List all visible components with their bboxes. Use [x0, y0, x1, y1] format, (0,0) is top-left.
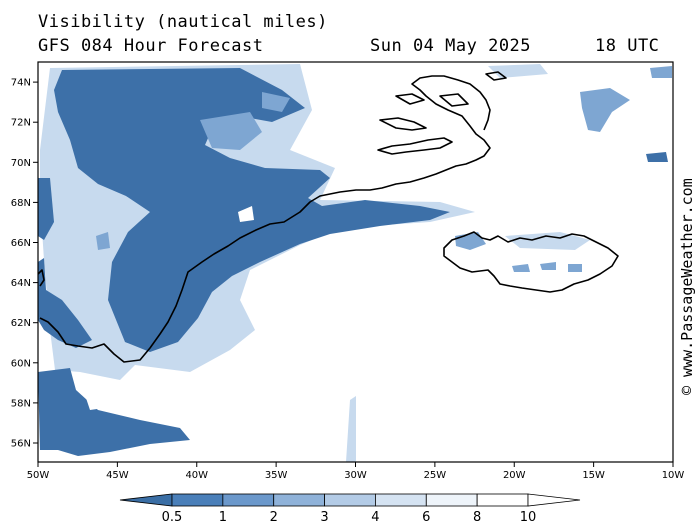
colorbar-label: 2 [270, 510, 278, 525]
colorbar-low-cap [119, 493, 173, 507]
fog-south-band [38, 368, 190, 456]
lat-tick-label: 60N [11, 358, 31, 369]
fog-iceland-south [540, 262, 556, 270]
colorbar-segment [476, 493, 529, 507]
greenland-fjord-2 [379, 117, 427, 131]
lon-tick-label: 30W [344, 470, 367, 481]
lon-tick-label: 10W [662, 470, 685, 481]
coastlines [38, 71, 619, 363]
lat-tick-label: 56N [11, 439, 31, 450]
colorbar-segment [273, 493, 325, 507]
forecast-date: Sun 04 May 2025 [370, 36, 532, 56]
visibility-colorbar: 0.5 1 2 3 4 6 8 10 [119, 493, 581, 525]
fog-iceland-north [505, 232, 590, 250]
fog-northeast-corner [650, 66, 672, 78]
colorbar-label: 6 [422, 510, 430, 525]
lat-tick-label: 58N [11, 398, 31, 409]
fog-northeast-small [646, 152, 668, 162]
lon-tick-label: 35W [265, 470, 288, 481]
forecast-time: 18 UTC [595, 36, 660, 56]
longitude-axis: 50W 45W 40W 35W 30W 25W 20W 15W 10W [27, 462, 685, 481]
fog-patch-light [262, 92, 290, 112]
lat-tick-label: 66N [11, 238, 31, 249]
greenland-coastline [39, 75, 491, 363]
lat-tick-label: 62N [11, 318, 31, 329]
fog-patch-light [200, 112, 262, 150]
lat-tick-label: 74N [11, 78, 31, 89]
colorbar-label: 10 [520, 510, 537, 525]
fog-west-strip [38, 178, 54, 240]
colorbar-label: 8 [473, 510, 481, 525]
colorbar-label: 1 [219, 510, 227, 525]
lon-tick-label: 40W [185, 470, 208, 481]
greenland-fjord-4 [439, 93, 469, 107]
lat-tick-label: 70N [11, 158, 31, 169]
latitude-axis: 56N 58N 60N 62N 64N 66N 68N 70N 72N 74N [11, 78, 38, 450]
iceland-coastline [443, 231, 619, 293]
haze-filament [346, 396, 356, 462]
colorbar-segment [171, 493, 224, 507]
colorbar-label: 0.5 [162, 510, 183, 525]
map-title: Visibility (nautical miles) [38, 12, 328, 32]
fog-south-clear [86, 396, 104, 410]
visibility-field [38, 64, 672, 462]
fog-iceland-south [568, 264, 582, 272]
colorbar-label: 3 [320, 510, 328, 525]
fog-west-patch [96, 232, 110, 250]
lon-tick-label: 50W [27, 470, 50, 481]
colorbar-segment [324, 493, 376, 507]
colorbar-label: 4 [371, 510, 379, 525]
colorbar-segment [222, 493, 275, 507]
greenland-fjord-3 [395, 93, 425, 105]
labrador-coastline [38, 269, 45, 287]
fog-top-center [488, 64, 548, 78]
lat-tick-label: 64N [11, 278, 31, 289]
lat-tick-label: 72N [11, 118, 31, 129]
forecast-model: GFS 084 Hour Forecast [38, 36, 264, 56]
lon-tick-label: 15W [582, 470, 605, 481]
colorbar-high-cap [527, 493, 581, 507]
lon-tick-label: 20W [503, 470, 526, 481]
credit-text: © www.PassageWeather.com [678, 178, 696, 395]
fog-northeast [580, 88, 630, 132]
fog-iceland-south [512, 264, 530, 272]
lon-tick-label: 25W [424, 470, 447, 481]
lat-tick-label: 68N [11, 198, 31, 209]
colorbar-segment [375, 493, 427, 507]
fog-patch-clear [238, 206, 254, 222]
greenland-fjord-1 [377, 137, 453, 155]
colorbar-segment [425, 493, 478, 507]
lon-tick-label: 45W [106, 470, 129, 481]
greenland-north-islands [485, 71, 507, 81]
